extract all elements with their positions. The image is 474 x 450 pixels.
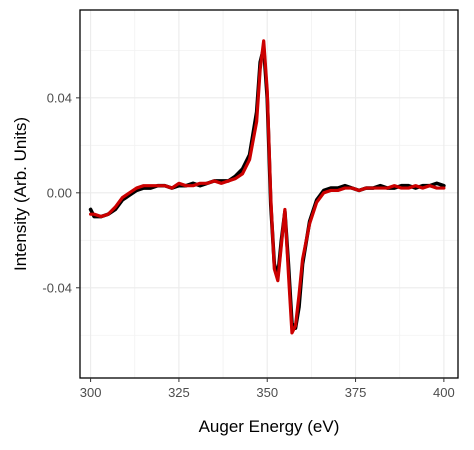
x-axis: 300 325 350 375 400 (80, 378, 455, 400)
plot-panel-border (79, 9, 459, 379)
x-tick-label: 325 (168, 385, 190, 400)
x-tick-label: 300 (80, 385, 102, 400)
x-axis-title: Auger Energy (eV) (199, 417, 340, 436)
y-tick-label: 0.00 (47, 185, 72, 200)
x-tick-label: 375 (345, 385, 367, 400)
y-axis: -0.04 0.00 0.04 (42, 90, 80, 295)
x-tick-label: 400 (433, 385, 455, 400)
y-tick-label: -0.04 (42, 280, 72, 295)
y-tick-label: 0.04 (47, 90, 72, 105)
series-line-2 (89, 39, 446, 335)
minor-gridlines (80, 10, 458, 378)
x-tick-label: 350 (256, 385, 278, 400)
y-axis-title: Intensity (Arb. Units) (11, 117, 30, 271)
series-layer (88, 39, 446, 335)
